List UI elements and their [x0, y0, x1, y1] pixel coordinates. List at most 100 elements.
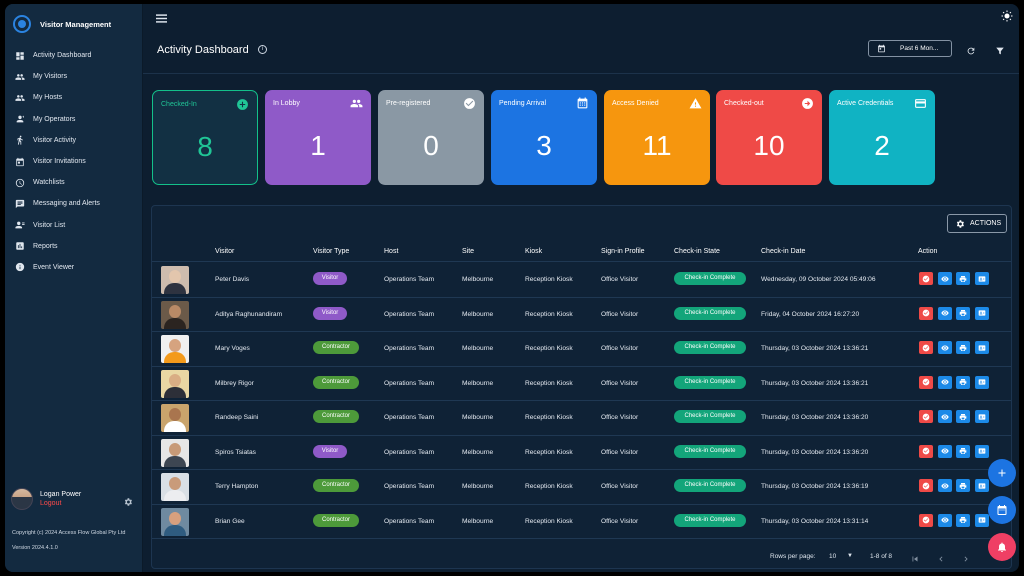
column-header-check-in-date[interactable]: Check-in Date [761, 248, 806, 255]
cell-sign-in-profile: Office Visitor [601, 517, 639, 525]
row-action-badge-icon[interactable] [974, 341, 989, 354]
bell-icon [998, 542, 1006, 552]
row-action-print-icon[interactable] [956, 479, 970, 492]
add-fab-button[interactable] [988, 459, 1016, 487]
row-action-cancel-icon[interactable] [919, 341, 933, 354]
actions-button[interactable]: ACTIONS [947, 214, 1007, 233]
sidebar-item-reports[interactable]: Reports [5, 236, 142, 257]
row-action-badge-icon[interactable] [974, 375, 989, 389]
row-action-cancel-icon[interactable] [919, 479, 933, 492]
card-pending-arrival[interactable]: Pending Arrival 3 [491, 90, 597, 185]
row-action-view-icon[interactable] [937, 306, 952, 320]
settings-gear-icon[interactable] [123, 494, 133, 506]
row-action-print-icon[interactable] [956, 341, 970, 354]
filter-icon[interactable] [995, 43, 1005, 55]
actions-label: ACTIONS [970, 220, 1002, 227]
column-header-sign-in-profile[interactable]: Sign-in Profile [601, 248, 645, 255]
sidebar-item-visitor-list[interactable]: Visitor List [5, 215, 142, 236]
card-label: In Lobby [273, 100, 300, 107]
sidebar-item-watchlists[interactable]: Watchlists [5, 172, 142, 193]
table-row[interactable]: Spiros Tsiatas Visitor Operations Team M… [152, 436, 1011, 470]
row-action-view-icon[interactable] [937, 341, 952, 354]
sidebar-item-activity-dashboard[interactable]: Activity Dashboard [5, 45, 142, 66]
cell-check-in-date: Friday, 04 October 2024 16:27:20 [761, 310, 860, 318]
card-checked-in[interactable]: Checked-In 8 [152, 90, 258, 185]
row-action-view-icon[interactable] [937, 479, 952, 492]
rows-dropdown-caret-icon[interactable]: ▼ [847, 553, 853, 559]
theme-toggle-sun-icon[interactable] [1001, 9, 1013, 22]
table-row[interactable]: Aditya Raghunandiram Visitor Operations … [152, 298, 1011, 332]
row-action-badge-icon[interactable] [974, 513, 989, 527]
row-action-badge-icon[interactable] [974, 444, 989, 458]
row-action-badge-icon[interactable] [974, 479, 989, 492]
first-page-icon[interactable] [910, 551, 920, 562]
refresh-icon[interactable] [966, 43, 976, 55]
info-icon[interactable]: i [258, 45, 267, 54]
visitor-type-badge: Contractor [313, 410, 359, 423]
row-action-cancel-icon[interactable] [919, 444, 933, 458]
table-row[interactable]: Randeep Saini Contractor Operations Team… [152, 401, 1011, 436]
table-row[interactable]: Milbrey Rigor Contractor Operations Team… [152, 367, 1011, 401]
column-header-kiosk[interactable]: Kiosk [525, 248, 543, 255]
warning-icon [689, 97, 702, 110]
table-row[interactable]: Terry Hampton Contractor Operations Team… [152, 470, 1011, 505]
row-action-cancel-icon[interactable] [919, 306, 933, 320]
row-action-cancel-icon[interactable] [919, 410, 933, 423]
row-action-cancel-icon[interactable] [919, 375, 933, 389]
date-range-button[interactable]: Past 6 Mon... [868, 40, 952, 57]
row-action-print-icon[interactable] [956, 513, 970, 527]
previous-page-icon[interactable] [936, 551, 946, 562]
hamburger-menu-icon[interactable] [156, 10, 167, 23]
column-header-site[interactable]: Site [462, 248, 475, 255]
row-action-view-icon[interactable] [937, 375, 952, 389]
column-header-visitor[interactable]: Visitor [215, 248, 235, 255]
column-header-check-in-state[interactable]: Check-in State [674, 248, 720, 255]
card-pre-registered[interactable]: Pre-registered 0 [378, 90, 484, 185]
date-range-label: Past 6 Mon... [900, 45, 939, 52]
sidebar-item-label: Visitor Activity [33, 136, 77, 144]
row-action-view-icon[interactable] [937, 272, 952, 285]
cell-host: Operations Team [384, 517, 435, 525]
row-action-badge-icon[interactable] [974, 306, 989, 320]
sidebar-item-my-hosts[interactable]: My Hosts [5, 87, 142, 108]
row-action-print-icon[interactable] [956, 410, 970, 423]
visitor-table-panel: ACTIONS Visitor Visitor Type Host Site Kiosk… [151, 205, 1012, 569]
table-row[interactable]: Brian Gee Contractor Operations Team Mel… [152, 505, 1011, 539]
column-header-visitor-type[interactable]: Visitor Type [313, 248, 350, 255]
sidebar-item-messaging-and-alerts[interactable]: Messaging and Alerts [5, 193, 142, 214]
row-action-view-icon[interactable] [937, 513, 952, 527]
card-in-lobby[interactable]: In Lobby 1 [265, 90, 371, 185]
column-header-host[interactable]: Host [384, 248, 399, 255]
notifications-fab-button[interactable] [988, 533, 1016, 561]
row-action-cancel-icon[interactable] [919, 513, 933, 527]
row-action-view-icon[interactable] [937, 410, 952, 423]
card-active-credentials[interactable]: Active Credentials 2 [829, 90, 935, 185]
card-value: 3 [536, 130, 552, 161]
row-action-print-icon[interactable] [956, 272, 970, 285]
sidebar-item-visitor-activity[interactable]: Visitor Activity [5, 130, 142, 151]
page-title: Activity Dashboard [157, 44, 249, 56]
rows-per-page-select[interactable]: 10 [829, 553, 837, 560]
row-action-badge-icon[interactable] [974, 272, 989, 285]
table-row[interactable]: Peter Davis Visitor Operations Team Melb… [152, 263, 1011, 298]
card-access-denied[interactable]: Access Denied 11 [604, 90, 710, 185]
logout-link[interactable]: Logout [40, 500, 62, 507]
next-page-icon[interactable] [961, 551, 971, 562]
row-action-view-icon[interactable] [937, 444, 952, 458]
row-action-print-icon[interactable] [956, 375, 970, 389]
calendar-fab-button[interactable] [988, 496, 1016, 524]
sidebar-item-my-operators[interactable]: My Operators [5, 109, 142, 130]
sidebar-item-event-viewer[interactable]: Event Viewer [5, 257, 142, 278]
cell-visitor: Mary Voges [215, 345, 250, 352]
row-action-print-icon[interactable] [956, 444, 970, 458]
column-header-action[interactable]: Action [918, 248, 938, 255]
sidebar-item-visitor-invitations[interactable]: Visitor Invitations [5, 151, 142, 172]
row-action-print-icon[interactable] [956, 306, 970, 320]
avatar[interactable] [11, 488, 33, 510]
row-action-cancel-icon[interactable] [919, 272, 933, 285]
sidebar-item-my-visitors[interactable]: My Visitors [5, 66, 142, 87]
card-checked-out[interactable]: Checked-out 10 [716, 90, 822, 185]
cell-host: Operations Team [384, 379, 435, 387]
table-row[interactable]: Mary Voges Contractor Operations Team Me… [152, 332, 1011, 367]
row-action-badge-icon[interactable] [974, 410, 989, 423]
